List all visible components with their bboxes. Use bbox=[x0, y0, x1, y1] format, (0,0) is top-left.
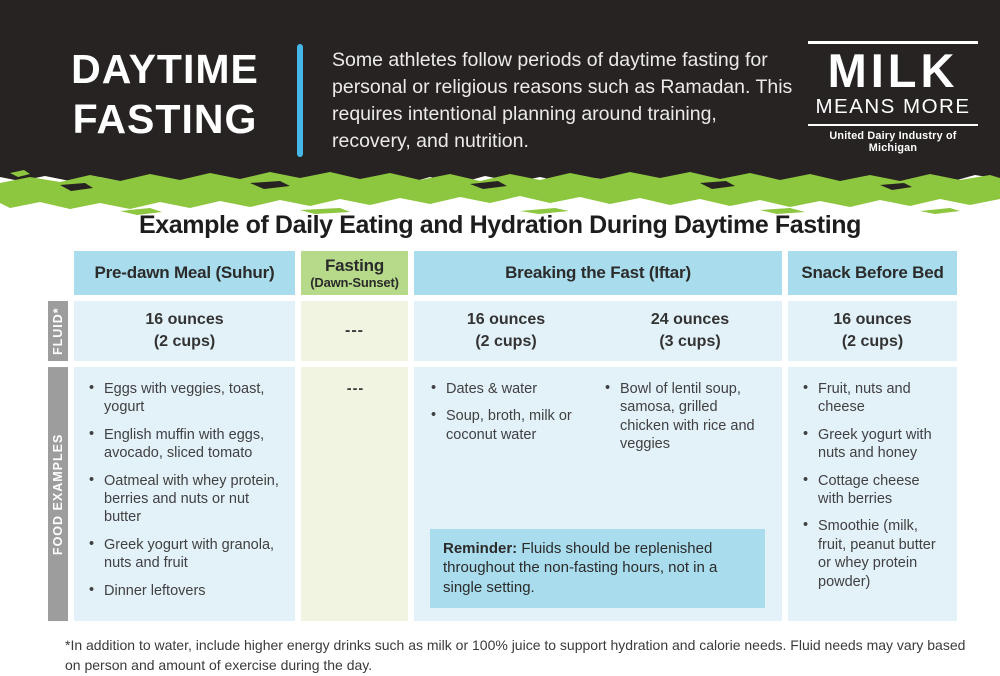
list-item: Fruit, nuts and cheese bbox=[802, 379, 945, 417]
fluid-cell-iftar: 16 ounces (2 cups) 24 ounces (3 cups) bbox=[414, 301, 782, 361]
fluid-suhur-amount: 16 ounces bbox=[145, 311, 224, 329]
reminder-text: Fluids should be replenished throughout … bbox=[443, 539, 718, 596]
fluid-snack-amount: 16 ounces bbox=[833, 311, 912, 329]
column-header-fasting: Fasting (Dawn-Sunset) bbox=[301, 251, 408, 295]
food-list-snack: Fruit, nuts and cheese Greek yogurt with… bbox=[802, 379, 945, 591]
logo-organization: United Dairy Industry of Michigan bbox=[829, 129, 957, 154]
fluid-iftar-second-cups: (3 cups) bbox=[659, 333, 721, 350]
logo-tagline: MEANS MORE bbox=[815, 94, 971, 118]
list-item: English muffin with eggs, avocado, slice… bbox=[88, 425, 283, 463]
fluid-iftar-first-cups: (2 cups) bbox=[475, 333, 537, 350]
column-header-suhur: Pre-dawn Meal (Suhur) bbox=[74, 251, 295, 295]
column-header-iftar: Breaking the Fast (Iftar) bbox=[414, 251, 782, 295]
eating-hydration-table: Pre-dawn Meal (Suhur) Fasting (Dawn-Suns… bbox=[48, 251, 957, 622]
row-label-food-examples: FOOD EXAMPLES bbox=[48, 367, 68, 622]
fluid-cell-suhur: 16 ounces (2 cups) bbox=[74, 301, 295, 361]
food-cell-iftar: Dates & water Soup, broth, milk or cocon… bbox=[414, 367, 782, 622]
page-title: DAYTIME FASTING bbox=[30, 44, 300, 144]
food-cell-suhur: Eggs with veggies, toast, yogurt English… bbox=[74, 367, 295, 622]
reminder-label: Reminder: bbox=[443, 539, 518, 557]
row-label-fluid-text: FLUID* bbox=[51, 307, 65, 355]
fluid-iftar-first-amount: 16 ounces bbox=[466, 311, 546, 329]
list-item: Smoothie (milk, fruit, peanut butter or … bbox=[802, 516, 945, 591]
list-item: Dates & water bbox=[430, 379, 582, 398]
list-item: Bowl of lentil soup, samosa, grilled chi… bbox=[604, 379, 770, 454]
milk-means-more-logo: MILK MEANS MORE United Dairy Industry of… bbox=[808, 41, 978, 154]
food-list-iftar-right: Bowl of lentil soup, samosa, grilled chi… bbox=[604, 379, 770, 463]
fluid-cell-fasting: --- bbox=[301, 301, 408, 361]
fluid-iftar-second: 24 ounces (3 cups) bbox=[598, 309, 782, 352]
logo-rule-top bbox=[808, 41, 978, 44]
table-title: Example of Daily Eating and Hydration Du… bbox=[139, 211, 861, 239]
food-cell-fasting: --- bbox=[301, 367, 408, 622]
list-item: Greek yogurt with granola, nuts and frui… bbox=[88, 535, 283, 573]
header-spacer-cell bbox=[48, 251, 68, 295]
column-header-iftar-label: Breaking the Fast (Iftar) bbox=[505, 263, 691, 282]
list-item: Soup, broth, milk or coconut water bbox=[430, 406, 582, 444]
fluid-iftar-second-amount: 24 ounces bbox=[650, 311, 730, 329]
brush-stroke-graphic bbox=[0, 169, 1000, 215]
row-label-fluid: FLUID* bbox=[48, 301, 68, 361]
logo-wordmark: MILK bbox=[827, 44, 959, 97]
list-item: Dinner leftovers bbox=[88, 581, 283, 600]
list-item: Eggs with veggies, toast, yogurt bbox=[88, 379, 283, 417]
hero-header: DAYTIME FASTING Some athletes follow per… bbox=[0, 0, 1000, 170]
food-list-suhur: Eggs with veggies, toast, yogurt English… bbox=[88, 379, 283, 600]
column-header-fasting-sublabel: (Dawn-Sunset) bbox=[310, 275, 399, 290]
fluid-iftar-first: 16 ounces (2 cups) bbox=[414, 309, 598, 352]
food-list-iftar-left: Dates & water Soup, broth, milk or cocon… bbox=[430, 379, 582, 463]
fluid-snack-cups: (2 cups) bbox=[841, 333, 904, 350]
logo-rule-bottom bbox=[808, 123, 978, 126]
list-item: Greek yogurt with nuts and honey bbox=[802, 425, 945, 463]
fluid-cell-snack: 16 ounces (2 cups) bbox=[788, 301, 957, 361]
food-fasting-dashes: --- bbox=[346, 381, 365, 397]
column-header-snack: Snack Before Bed bbox=[788, 251, 957, 295]
vertical-divider-bar bbox=[297, 44, 303, 157]
food-cell-snack: Fruit, nuts and cheese Greek yogurt with… bbox=[788, 367, 957, 622]
footnote-text: *In addition to water, include higher en… bbox=[65, 637, 966, 674]
column-header-suhur-label: Pre-dawn Meal (Suhur) bbox=[94, 263, 275, 282]
fluid-suhur-cups: (2 cups) bbox=[153, 333, 216, 350]
list-item: Oatmeal with whey protein, berries and n… bbox=[88, 471, 283, 527]
reminder-callout: Reminder: Fluids should be replenished t… bbox=[430, 528, 765, 609]
page-title-line1: DAYTIME bbox=[71, 46, 259, 92]
intro-text: Some athletes follow periods of daytime … bbox=[332, 49, 793, 152]
column-header-snack-label: Snack Before Bed bbox=[801, 263, 944, 282]
list-item: Cottage cheese with berries bbox=[802, 471, 945, 509]
iftar-food-columns: Dates & water Soup, broth, milk or cocon… bbox=[428, 379, 770, 463]
column-header-fasting-label: Fasting bbox=[324, 256, 385, 275]
row-label-food-examples-text: FOOD EXAMPLES bbox=[51, 433, 65, 555]
page-title-line2: FASTING bbox=[72, 96, 258, 143]
fluid-fasting-dashes: --- bbox=[345, 322, 364, 340]
